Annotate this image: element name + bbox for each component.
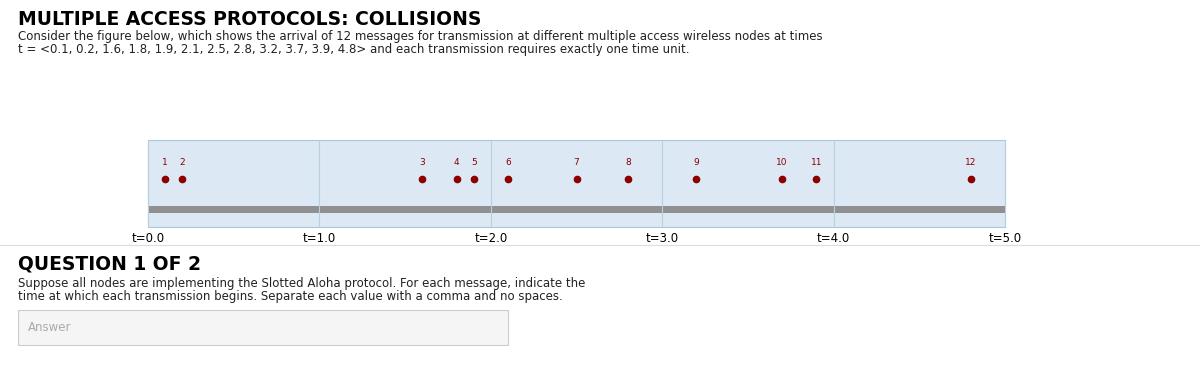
Text: t=4.0: t=4.0	[817, 232, 851, 245]
Text: 4: 4	[454, 158, 460, 167]
Text: 1: 1	[162, 158, 168, 167]
Text: t=0.0: t=0.0	[132, 232, 164, 245]
Text: Answer: Answer	[28, 321, 72, 334]
Text: 12: 12	[965, 158, 977, 167]
Text: t=5.0: t=5.0	[989, 232, 1021, 245]
Text: t = <0.1, 0.2, 1.6, 1.8, 1.9, 2.1, 2.5, 2.8, 3.2, 3.7, 3.9, 4.8> and each transm: t = <0.1, 0.2, 1.6, 1.8, 1.9, 2.1, 2.5, …	[18, 43, 690, 56]
Text: t=3.0: t=3.0	[646, 232, 679, 245]
Text: 8: 8	[625, 158, 631, 167]
Text: 6: 6	[505, 158, 511, 167]
Text: 5: 5	[470, 158, 476, 167]
Text: Consider the figure below, which shows the arrival of 12 messages for transmissi: Consider the figure below, which shows t…	[18, 30, 823, 43]
Text: QUESTION 1 OF 2: QUESTION 1 OF 2	[18, 255, 202, 274]
Text: t=1.0: t=1.0	[302, 232, 336, 245]
Bar	[148, 140, 1006, 227]
Text: MULTIPLE ACCESS PROTOCOLS: COLLISIONS: MULTIPLE ACCESS PROTOCOLS: COLLISIONS	[18, 10, 481, 29]
Text: 10: 10	[776, 158, 788, 167]
Text: time at which each transmission begins. Separate each value with a comma and no : time at which each transmission begins. …	[18, 290, 563, 303]
Text: 11: 11	[811, 158, 822, 167]
Bar	[18, 310, 508, 345]
Text: 9: 9	[694, 158, 700, 167]
Text: 3: 3	[419, 158, 425, 167]
Text: Suppose all nodes are implementing the Slotted Aloha protocol. For each message,: Suppose all nodes are implementing the S…	[18, 277, 586, 290]
Bar	[148, 206, 1006, 213]
Text: t=2.0: t=2.0	[474, 232, 508, 245]
Text: 7: 7	[574, 158, 580, 167]
Text: 2: 2	[180, 158, 185, 167]
